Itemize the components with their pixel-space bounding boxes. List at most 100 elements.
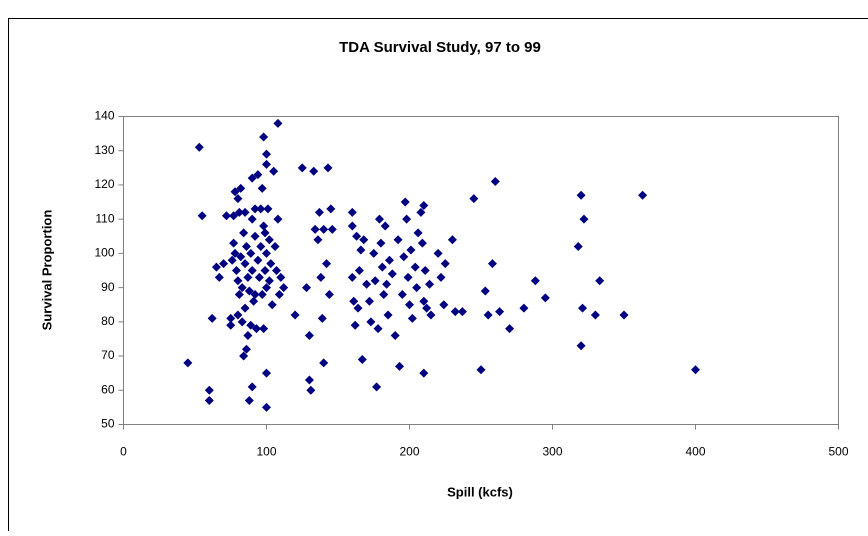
point xyxy=(691,365,700,375)
y-tick-label: 110 xyxy=(95,211,114,225)
point xyxy=(207,313,217,323)
point xyxy=(254,272,264,282)
point xyxy=(436,272,446,282)
point xyxy=(257,289,267,299)
point xyxy=(450,307,460,317)
point xyxy=(364,296,374,306)
point xyxy=(273,118,283,128)
x-tick-label: 500 xyxy=(828,445,848,459)
point xyxy=(262,159,271,169)
y-tick-label: 50 xyxy=(101,417,115,431)
y-tick-label: 130 xyxy=(94,143,114,157)
point xyxy=(412,283,422,293)
point xyxy=(262,149,271,159)
point xyxy=(352,231,362,241)
point xyxy=(240,303,250,313)
point xyxy=(256,242,266,252)
y-tick-label: 140 xyxy=(94,109,114,123)
point xyxy=(262,368,271,378)
point xyxy=(576,190,586,200)
point xyxy=(366,317,376,327)
point xyxy=(397,289,407,299)
point xyxy=(384,255,394,265)
point xyxy=(226,313,236,323)
point xyxy=(214,272,224,282)
point xyxy=(241,242,251,252)
point xyxy=(233,276,243,286)
point xyxy=(239,351,249,361)
point xyxy=(347,207,357,217)
point xyxy=(359,235,369,245)
point xyxy=(247,266,257,275)
point xyxy=(387,269,397,279)
point xyxy=(417,238,427,248)
point xyxy=(579,214,589,224)
point xyxy=(323,163,333,173)
point xyxy=(257,183,267,193)
point xyxy=(250,289,260,299)
point xyxy=(246,248,256,258)
point xyxy=(262,248,271,258)
point xyxy=(578,303,588,313)
point xyxy=(347,272,357,282)
point xyxy=(266,259,276,269)
point xyxy=(483,310,493,320)
point xyxy=(319,358,329,368)
x-tick-label: 0 xyxy=(120,445,127,459)
point xyxy=(440,259,450,269)
x-tick-label: 100 xyxy=(256,445,276,459)
point xyxy=(573,242,583,252)
point xyxy=(487,259,497,269)
point xyxy=(439,300,449,310)
point xyxy=(259,221,269,231)
point xyxy=(319,224,329,234)
point xyxy=(317,313,327,323)
y-tick-label: 70 xyxy=(101,348,115,362)
point xyxy=(327,224,337,234)
point xyxy=(183,358,193,368)
point xyxy=(326,204,336,214)
point xyxy=(410,262,420,272)
point xyxy=(290,310,300,320)
point xyxy=(377,262,387,272)
point xyxy=(354,266,364,275)
point xyxy=(476,365,486,375)
point xyxy=(259,324,269,334)
y-tick-label: 120 xyxy=(94,177,114,191)
point xyxy=(490,177,500,187)
point xyxy=(247,173,257,183)
point xyxy=(247,382,257,392)
point xyxy=(390,331,400,341)
point xyxy=(234,207,244,217)
point xyxy=(197,211,207,221)
point xyxy=(422,303,432,313)
point xyxy=(246,320,256,330)
point xyxy=(244,396,254,406)
point xyxy=(259,132,269,142)
point xyxy=(480,286,490,296)
point xyxy=(394,361,404,371)
point xyxy=(262,283,271,293)
point xyxy=(243,272,253,282)
point xyxy=(413,228,423,238)
point xyxy=(374,214,384,224)
point xyxy=(236,183,246,193)
point xyxy=(264,235,274,245)
point xyxy=(419,296,429,306)
point xyxy=(244,286,254,296)
point xyxy=(595,276,605,286)
point xyxy=(322,259,332,269)
point xyxy=(416,207,426,217)
y-tick-label: 100 xyxy=(94,246,114,260)
point xyxy=(420,266,430,275)
point xyxy=(250,204,260,214)
point xyxy=(353,303,363,313)
point xyxy=(227,255,237,265)
point xyxy=(237,317,247,327)
point xyxy=(350,320,360,330)
point xyxy=(302,283,312,293)
point xyxy=(260,266,270,275)
point xyxy=(382,279,392,289)
point xyxy=(237,283,247,293)
y-tick-label: 90 xyxy=(101,280,115,294)
